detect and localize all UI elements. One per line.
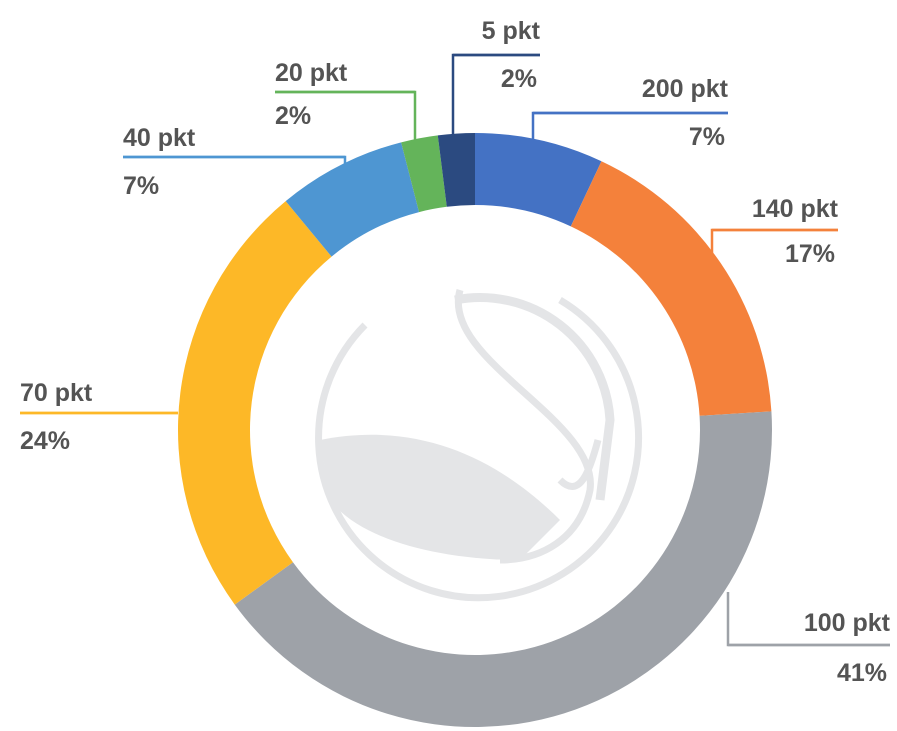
value-label: 2%: [501, 65, 537, 93]
donut-segment: [285, 142, 420, 257]
category-label: 20 pkt: [275, 59, 348, 87]
donut-segment: [437, 133, 475, 207]
category-label: 140 pkt: [752, 195, 839, 223]
value-label: 7%: [689, 123, 725, 151]
donut-segment: [234, 411, 773, 727]
category-label: 200 pkt: [642, 75, 729, 103]
category-label: 100 pkt: [804, 609, 891, 637]
category-label: 40 pkt: [123, 124, 196, 152]
donut: [178, 133, 773, 727]
value-label: 2%: [275, 102, 311, 130]
category-label: 5 pkt: [482, 17, 541, 45]
donut-segment: [570, 161, 772, 416]
value-label: 7%: [123, 172, 159, 200]
value-label: 24%: [20, 427, 70, 455]
donut-segment: [178, 201, 332, 605]
category-label: 70 pkt: [20, 379, 93, 407]
value-label: 41%: [837, 659, 887, 687]
labels: 200 pkt 7% 140 pkt 17% 100 pkt 41% 70 pkt 24% 40…: [20, 17, 891, 687]
donut-segment: [401, 135, 447, 213]
watermark: [315, 289, 643, 602]
leader-line: [123, 155, 347, 170]
donut-segment: [475, 133, 602, 227]
value-label: 17%: [785, 240, 835, 268]
